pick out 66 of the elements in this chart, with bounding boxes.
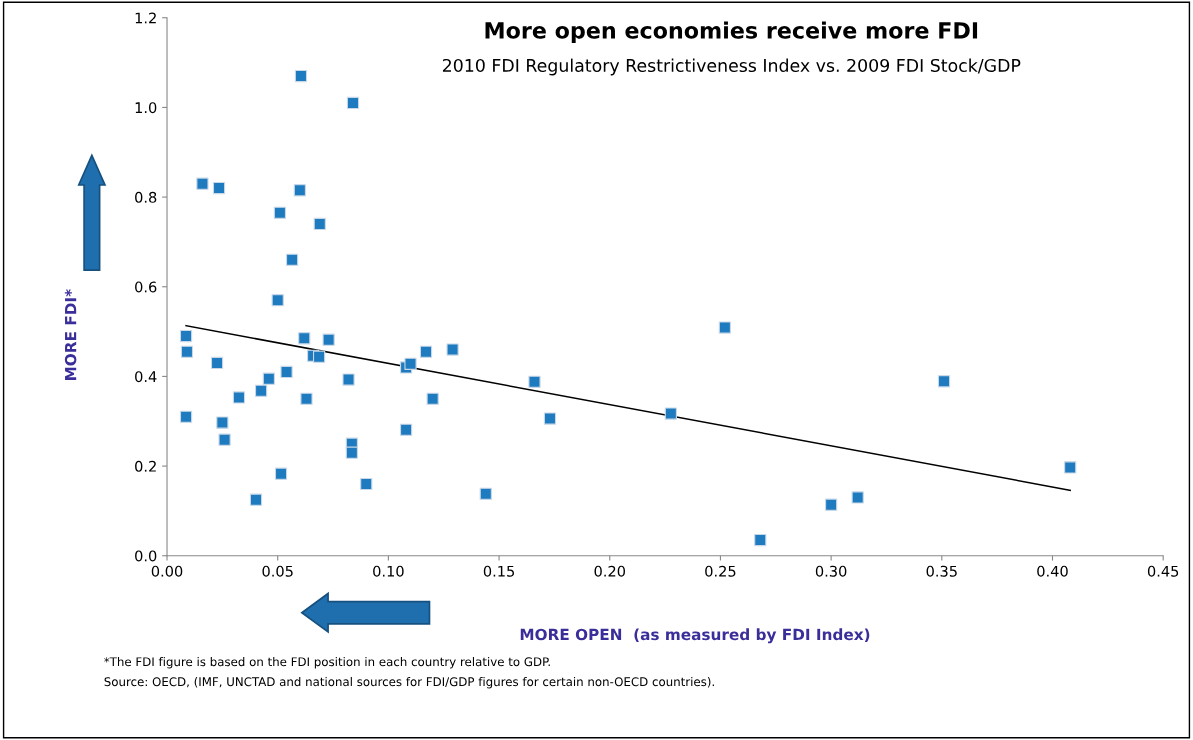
y-tick-label: 0.0: [135, 550, 157, 562]
point: [1064, 461, 1077, 474]
x-tick-label: 0.45: [1147, 565, 1179, 577]
point: [851, 491, 864, 504]
point: [285, 253, 299, 266]
point: [212, 182, 226, 195]
point: [273, 206, 287, 219]
point: [293, 184, 306, 197]
y-tick-label: 1.2: [135, 12, 156, 24]
point: [313, 217, 326, 231]
point: [528, 375, 541, 388]
point: [179, 329, 193, 343]
chart-title: More open economies receive more FDI: [485, 21, 978, 44]
x-tick-label: 0.25: [705, 565, 736, 577]
point: [300, 392, 313, 405]
point: [664, 407, 677, 420]
point: [232, 391, 246, 404]
point: [937, 375, 951, 388]
y-tick-label: 0.8: [135, 191, 157, 203]
source-note: Source: OECD, (IMF, UNCTAD and national sources for FDI/GDP figures for certain non-OECD countries).: [104, 677, 714, 689]
x-tick-label: 0.40: [1037, 565, 1068, 577]
point: [754, 533, 767, 547]
point: [446, 343, 459, 356]
point: [543, 412, 557, 425]
text: 2010 FDI Regulatory Restrictiveness Index vs. 2009 FDI Stock/GDP: [442, 58, 1021, 76]
y-tick-label: 1.0: [135, 102, 157, 114]
point: [218, 433, 231, 446]
point: [419, 345, 433, 358]
point: [196, 177, 209, 190]
point: [825, 498, 838, 511]
x-tick-label: 0.35: [926, 565, 957, 577]
point: [210, 356, 224, 370]
point: [280, 365, 293, 379]
x-tick-label: 0.20: [594, 565, 626, 577]
point: [322, 333, 335, 346]
point: [360, 477, 373, 491]
y-tick-label: 0.4: [135, 371, 157, 383]
point: [399, 423, 413, 436]
x-tick-label: 0.30: [815, 565, 847, 577]
point: [271, 294, 284, 307]
x-tick-label: 0.00: [151, 565, 183, 577]
x-axis-title: MORE OPEN (as measured by FDI Index): [520, 628, 870, 644]
x-tick-label: 0.05: [262, 565, 293, 577]
x-tick-label: 0.10: [373, 565, 404, 577]
point: [426, 392, 439, 405]
point: [294, 69, 308, 83]
point: [262, 372, 275, 385]
point: [346, 96, 360, 110]
point: [342, 373, 355, 386]
y-tick-label: 0.2: [135, 460, 156, 472]
x-tick-label: 0.15: [483, 565, 515, 577]
point: [404, 357, 417, 370]
point: [179, 410, 193, 423]
point: [479, 487, 492, 500]
point: [216, 416, 229, 429]
point: [298, 332, 311, 345]
point: [249, 493, 263, 506]
point: [345, 446, 358, 459]
y-tick-label: 0.6: [135, 281, 157, 293]
point: [274, 467, 288, 480]
y-axis-title: MORE FDI*: [64, 289, 77, 381]
point: [180, 345, 194, 358]
text: *The FDI figure is based on the FDI position in each country relative to GDP.: [104, 657, 550, 669]
point: [254, 384, 268, 397]
point: [718, 321, 731, 334]
point: [312, 350, 326, 363]
